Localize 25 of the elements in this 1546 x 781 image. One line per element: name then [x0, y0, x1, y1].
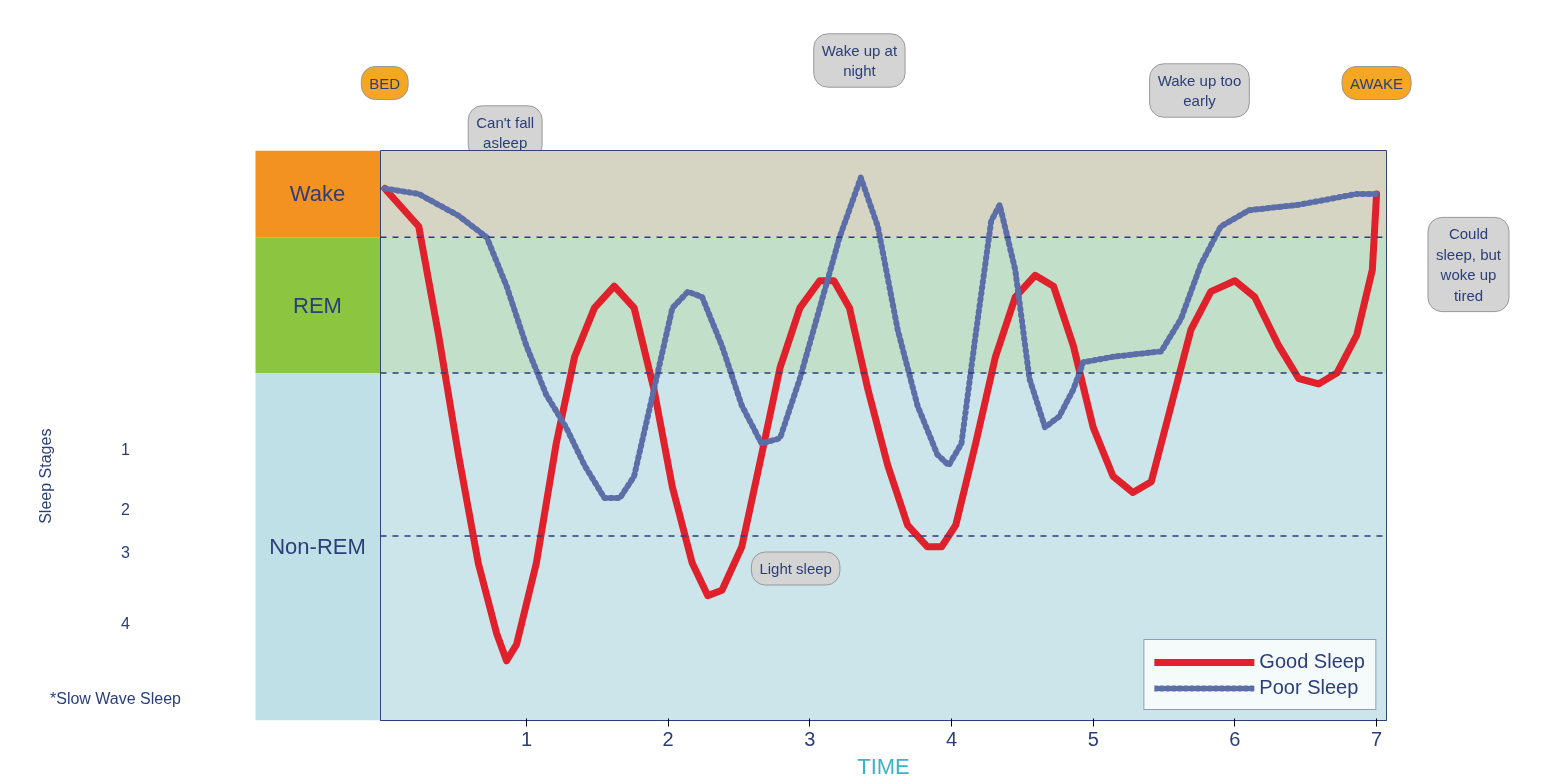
x-tick-label: 7: [1371, 727, 1383, 750]
band-label: Wake: [289, 181, 346, 207]
text: 2: [121, 500, 131, 518]
x-tick-label: 6: [1229, 727, 1241, 750]
text: Could sleep, but woke up tired: [1435, 225, 1502, 304]
text: Sleep Stages: [37, 428, 54, 524]
x-tick-label: 4: [945, 727, 958, 750]
x-tick-label: 2: [662, 727, 674, 750]
text: *Slow Wave Sleep: [49, 690, 182, 708]
text: 1: [121, 441, 131, 459]
text: AWAKE: [1350, 74, 1404, 92]
legend-label: Poor Sleep: [1259, 676, 1359, 699]
x-tick-label: 5: [1087, 727, 1099, 750]
text: Wake up at night: [821, 41, 898, 80]
annotation: Light sleep: [759, 560, 832, 577]
band-label: Non-REM: [269, 534, 366, 560]
band-label: REM: [293, 292, 342, 318]
x-axis-title: TIME: [857, 753, 910, 779]
x-tick-label: 1: [520, 727, 532, 750]
text: 4: [121, 614, 131, 632]
text: Wake up too early: [1157, 71, 1242, 110]
text: BED: [369, 74, 401, 92]
legend-label: Good Sleep: [1259, 650, 1365, 673]
x-tick-label: 3: [804, 727, 816, 750]
text: 3: [121, 544, 131, 562]
